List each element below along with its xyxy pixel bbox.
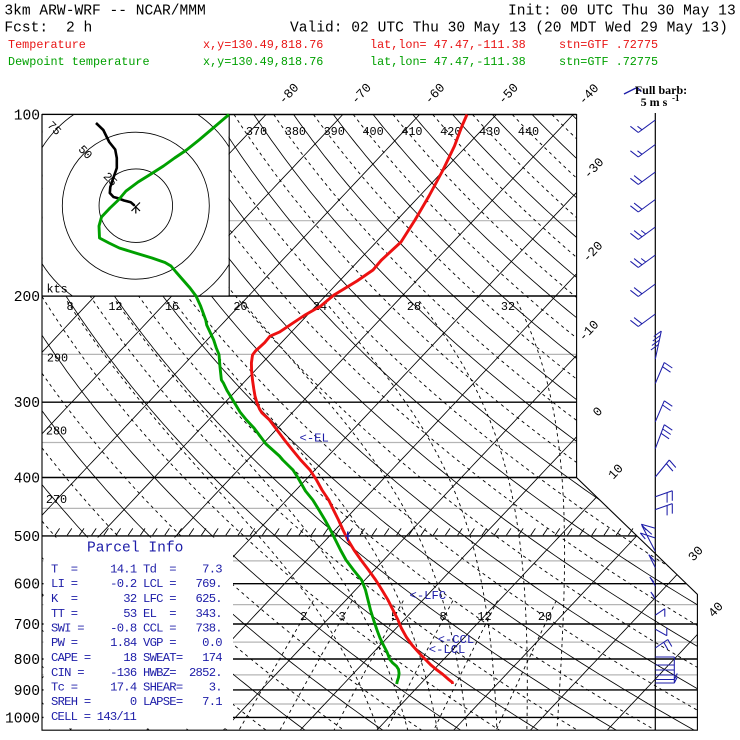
svg-text:20: 20 [233, 300, 247, 314]
svg-text:-1: -1 [672, 93, 680, 103]
svg-text:8: 8 [439, 610, 446, 624]
svg-text:Init: 00 UTC Thu 30 May 13: Init: 00 UTC Thu 30 May 13 [508, 4, 736, 20]
svg-text:x,y=130.49,818.76: x,y=130.49,818.76 [203, 55, 323, 69]
svg-text:<-EL: <-EL [300, 432, 329, 446]
svg-text:Parcel Info: Parcel Info [87, 541, 183, 557]
svg-text:32: 32 [501, 300, 515, 314]
svg-text:3km ARW-WRF -- NCAR/MMM: 3km ARW-WRF -- NCAR/MMM [4, 4, 205, 20]
svg-text:2 h: 2 h [66, 21, 92, 37]
svg-text:K = 32 LFC = 625.: K = 32 LFC = 625. [51, 592, 223, 606]
svg-text:430: 430 [479, 125, 500, 139]
svg-text:stn=GTF .72775: stn=GTF .72775 [559, 38, 658, 52]
svg-text:400: 400 [14, 472, 40, 488]
svg-text:700: 700 [14, 618, 40, 634]
svg-text:<-CCL: <-CCL [438, 633, 475, 647]
svg-text:500: 500 [14, 530, 40, 546]
svg-text:2: 2 [300, 610, 307, 624]
svg-text:20: 20 [538, 610, 552, 624]
svg-text:Fcst:: Fcst: [4, 21, 48, 37]
svg-text:T = 14.1 Td = 7.3: T = 14.1 Td = 7.3 [51, 563, 223, 577]
svg-text:410: 410 [401, 125, 422, 139]
svg-text:1000: 1000 [5, 711, 40, 727]
svg-text:CIN = -136 HWBZ= 2852.: CIN = -136 HWBZ= 2852. [51, 666, 223, 680]
svg-text:x,y=130.49,818.76: x,y=130.49,818.76 [203, 38, 323, 52]
svg-text:400: 400 [362, 125, 383, 139]
svg-text:LI = -0.2 LCL = 769.: LI = -0.2 LCL = 769. [51, 577, 223, 591]
svg-text:<-LCL: <-LCL [429, 643, 466, 657]
svg-text:5 m s: 5 m s [641, 95, 668, 109]
svg-text:440: 440 [518, 125, 539, 139]
svg-text:CELL = 143/11: CELL = 143/11 [51, 710, 137, 724]
svg-text:100: 100 [14, 109, 40, 125]
svg-text:lat,lon= 47.47,-111.38: lat,lon= 47.47,-111.38 [370, 38, 526, 52]
svg-text:CAPE = 18 SWEAT= 174: CAPE = 18 SWEAT= 174 [51, 651, 223, 665]
svg-text:3: 3 [338, 610, 345, 624]
svg-text:390: 390 [324, 125, 345, 139]
svg-text:28: 28 [407, 300, 421, 314]
svg-text:270: 270 [46, 493, 67, 507]
svg-text:380: 380 [285, 125, 306, 139]
svg-text:Temperature: Temperature [8, 38, 86, 52]
svg-text:16: 16 [165, 300, 179, 314]
svg-text:420: 420 [440, 125, 461, 139]
svg-text:370: 370 [246, 125, 267, 139]
svg-text:kts: kts [47, 283, 68, 297]
svg-text:12: 12 [477, 610, 491, 624]
svg-text:stn=GTF .72775: stn=GTF .72775 [559, 55, 658, 69]
svg-text:SWI = -0.8 CCL = 738.: SWI = -0.8 CCL = 738. [51, 622, 223, 636]
svg-text:lat,lon= 47.47,-111.38: lat,lon= 47.47,-111.38 [370, 55, 526, 69]
svg-text:<-LFC: <-LFC [410, 589, 447, 603]
svg-text:300: 300 [14, 396, 40, 412]
svg-text:900: 900 [14, 684, 40, 700]
svg-text:280: 280 [46, 425, 67, 439]
svg-text:Valid: 02 UTC Thu 30 May 13 (2: Valid: 02 UTC Thu 30 May 13 (20 MDT Wed … [290, 21, 728, 37]
svg-text:PW = 1.84 VGP = 0.0: PW = 1.84 VGP = 0.0 [51, 636, 223, 650]
svg-text:600: 600 [14, 578, 40, 594]
svg-text:12: 12 [108, 300, 122, 314]
svg-text:800: 800 [14, 653, 40, 669]
svg-text:5: 5 [391, 610, 398, 624]
svg-text:8: 8 [66, 300, 73, 314]
svg-text:SREH = 0 LAPSE= 7.1: SREH = 0 LAPSE= 7.1 [51, 695, 223, 709]
svg-text:200: 200 [14, 290, 40, 306]
svg-text:290: 290 [47, 352, 68, 366]
svg-text:Tc = 17.4 SHEAR= 3.: Tc = 17.4 SHEAR= 3. [51, 681, 223, 695]
svg-text:TT = 53 EL = 343.: TT = 53 EL = 343. [51, 607, 223, 621]
svg-text:Full barb:: Full barb: [635, 83, 687, 97]
svg-text:Dewpoint temperature: Dewpoint temperature [8, 55, 150, 69]
